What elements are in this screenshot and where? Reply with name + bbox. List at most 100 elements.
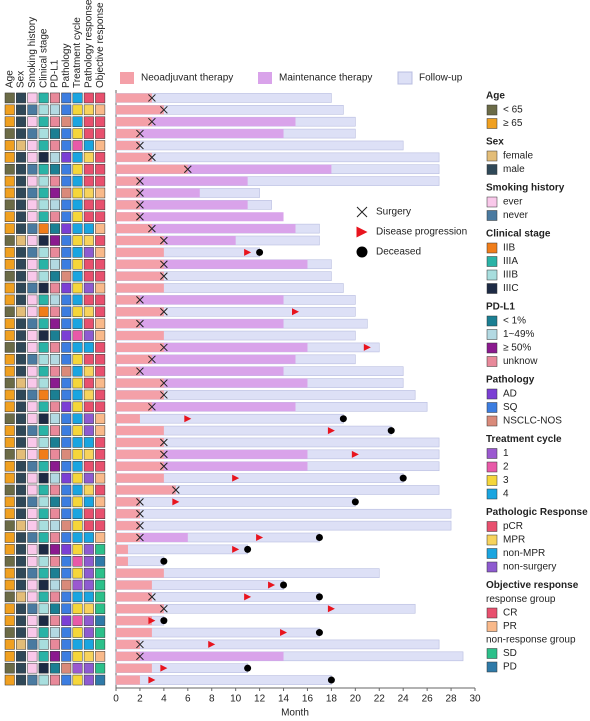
heatmap-cell [27,199,38,211]
heatmap-cell [49,484,60,496]
legend-label: 4 [503,489,509,500]
heatmap-cell [61,556,72,567]
heatmap-cell [4,247,15,258]
bar [116,675,140,685]
heatmap-cell [38,449,49,460]
heatmap-cell [83,567,94,579]
marker [172,498,180,506]
heatmap-cell [4,342,15,353]
heatmap-cell [38,211,49,222]
bar [116,176,140,186]
heatmap-cell [95,199,106,211]
legend-label: IIIB [503,270,518,281]
heatmap-cell [95,318,106,329]
heatmap-cell [49,508,60,519]
heatmap-cell [61,128,72,139]
bar [116,568,164,578]
bar [116,236,164,245]
heatmap-cell [4,413,15,424]
heatmap-cell [83,674,94,686]
heatmap-cell [72,615,83,626]
heatmap-cell [95,389,106,401]
x-axis-label: Month [281,708,309,719]
heatmap-cell [4,187,15,199]
heatmap-cell [95,282,106,294]
marker [351,498,359,506]
heatmap-cell [95,330,106,341]
marker [148,117,156,126]
heatmap-cell [95,579,106,591]
heatmap-cell [49,270,60,282]
marker [256,534,264,541]
heatmap-cell [16,662,27,674]
legend-label: PR [503,621,517,632]
heatmap-cell [61,425,72,436]
heatmap-cell [49,401,60,413]
bar [116,651,140,661]
heatmap-cell [27,674,38,686]
heatmap-cell [4,556,15,567]
heatmap-cell [27,484,38,496]
heatmap-cell [27,662,38,674]
heatmap-cell [72,496,83,508]
legend-label: ever [503,197,523,208]
heatmap-cell [72,377,83,389]
heatmap-cell [4,389,15,401]
marker [136,319,144,328]
heatmap-cell [4,223,15,234]
marker [327,427,335,435]
legend-swatch [486,356,498,367]
heatmap-cell [38,259,49,270]
heatmap-cell [27,544,38,555]
bar [116,307,164,317]
heatmap-cell [61,651,72,662]
bar [116,164,188,174]
heatmap-cell [49,591,60,603]
heatmap-cell [38,377,49,389]
heatmap-cell [38,615,49,626]
heatmap-cell [16,247,27,258]
heatmap-cell [83,318,94,329]
heatmap-cell [49,651,60,662]
bar [116,259,164,269]
bar [116,283,164,293]
x-tick-label: 16 [302,694,314,705]
legend-label: pCR [503,521,523,532]
heatmap-cell [38,662,49,674]
heatmap-cell [4,591,15,603]
x-tick-label: 26 [422,694,434,705]
heatmap-cell [49,532,60,543]
legend-label: NSCLC-NOS [503,416,562,427]
heatmap-cell [95,116,106,127]
bar [116,152,152,162]
heatmap-cell [16,556,27,567]
heatmap-cell [16,377,27,389]
heatmap-cell [4,674,15,686]
heatmap-cell [49,211,60,222]
bar [116,544,128,554]
bar [116,366,284,376]
heatmap-cell [4,651,15,662]
heatmap-cell [95,259,106,270]
bar [116,366,140,376]
legend-label: ≥ 50% [503,343,531,354]
legend-label: CR [503,608,517,619]
heatmap-cell [95,567,106,579]
marker [363,343,371,351]
marker [148,617,156,625]
heatmap-cell [27,627,38,638]
heatmap-cell [16,591,27,603]
heatmap-cell [27,377,38,389]
column-header: Smoking history [27,17,38,88]
heatmap-cell [83,460,94,472]
marker [136,201,144,209]
bar [116,200,140,210]
heatmap-cell [61,354,72,365]
heatmap-cell [95,342,106,353]
heatmap-cell [72,651,83,662]
heatmap-cell [83,235,94,246]
bar [116,628,152,638]
heatmap-cell [95,532,106,543]
heatmap-cell [27,152,38,163]
bar [116,533,188,542]
